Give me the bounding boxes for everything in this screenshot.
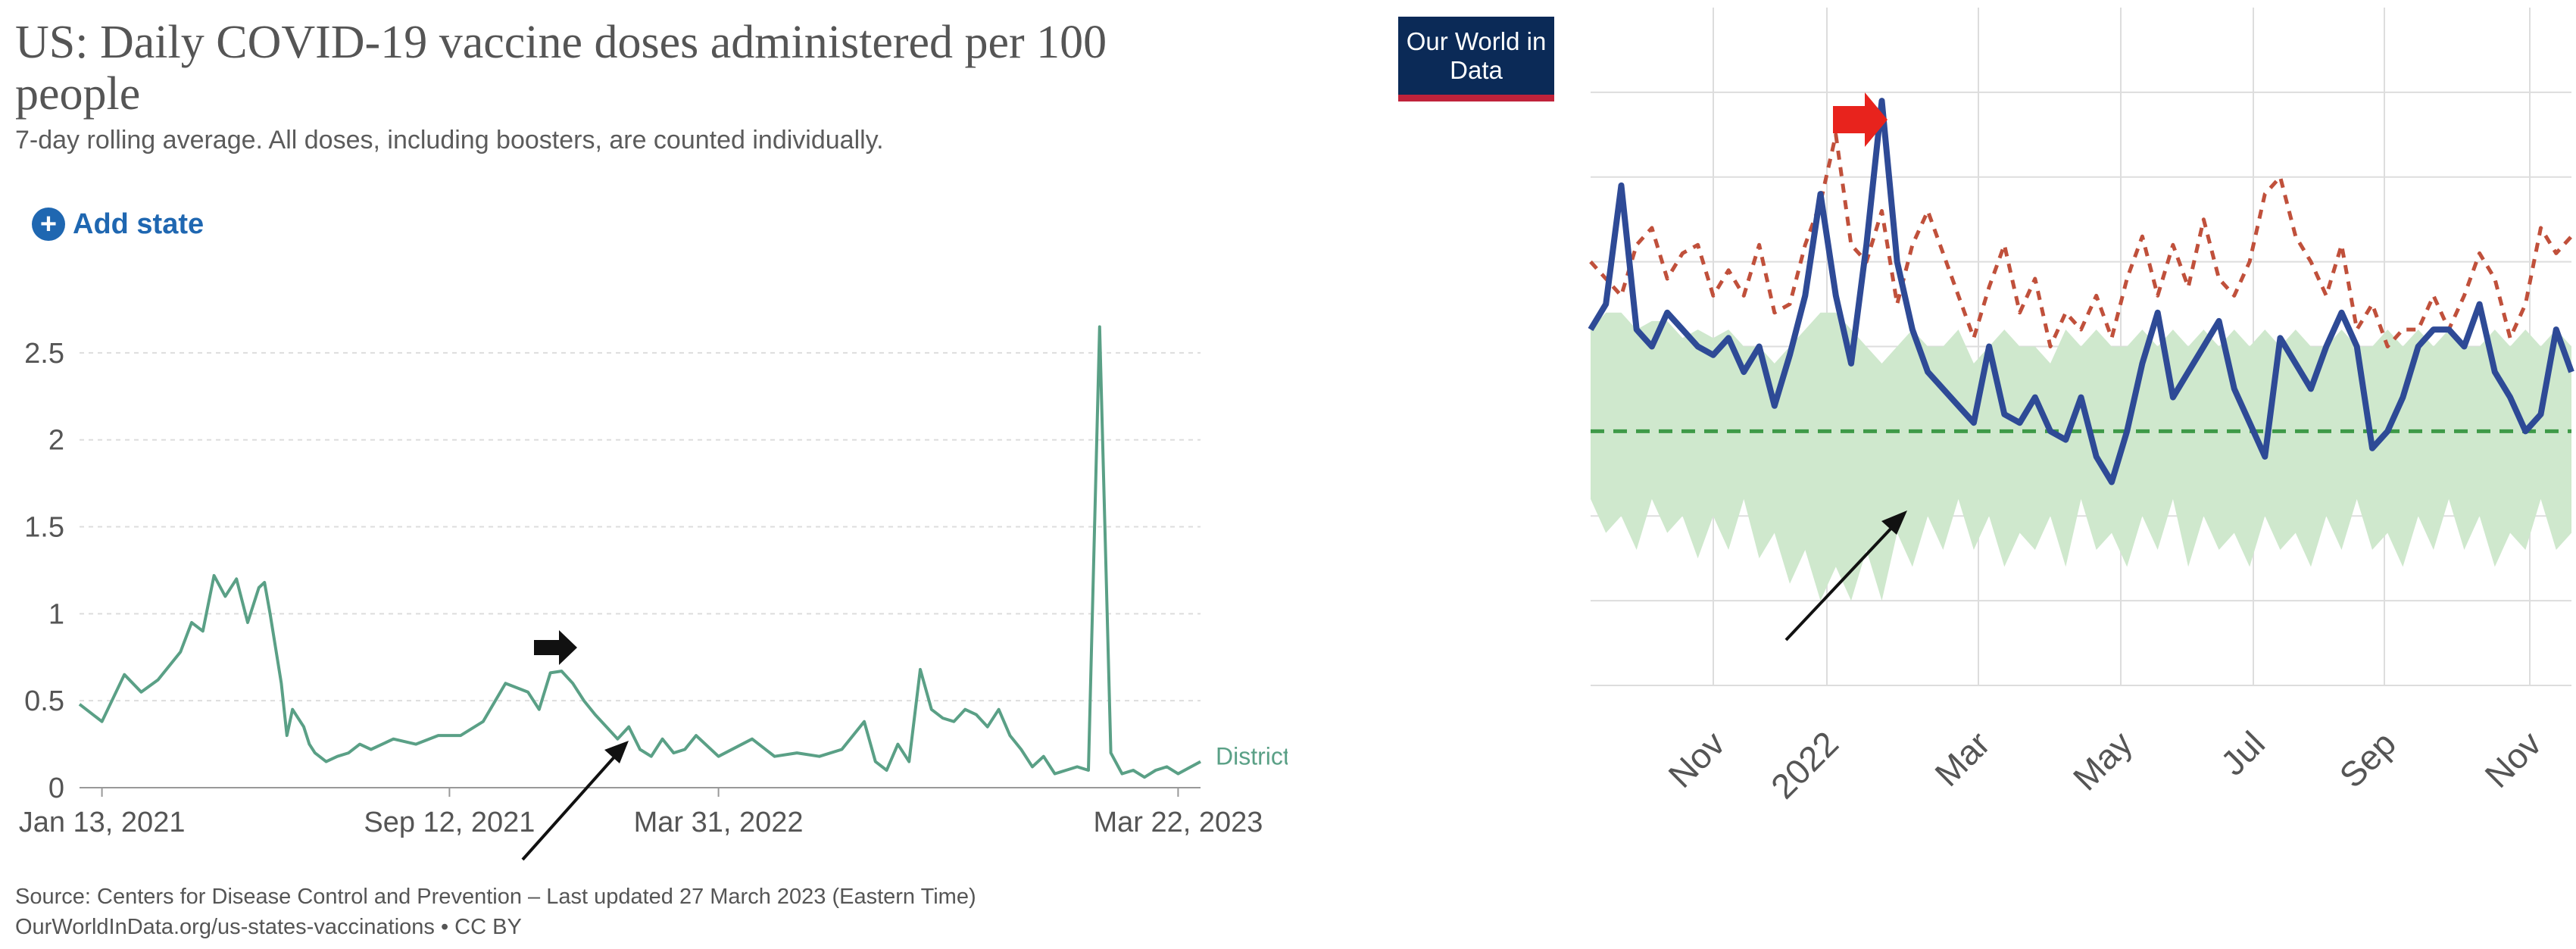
chart-title: US: Daily COVID-19 vaccine doses adminis… <box>15 17 1107 120</box>
x-tick-label: Sep 12, 2021 <box>364 807 535 838</box>
x-tick-label: Mar 22, 2023 <box>1093 807 1263 838</box>
expected-range-band <box>1591 312 2571 601</box>
observed-line <box>1588 98 2574 485</box>
y-tick-label: 0.5 <box>24 685 64 717</box>
x-tick-label: Jul <box>2213 723 2272 782</box>
pointer-arrow-line <box>1784 523 1897 642</box>
left-line-chart: 0 0.5 1 1.5 2 2.5 Jan 13, 2021 Sep 12, 2021 Mar … <box>19 325 1288 861</box>
x-tick-label: Mar 31, 2022 <box>634 807 804 838</box>
source-url[interactable]: OurWorldInData.org/us-states-vaccination… <box>15 915 522 939</box>
x-tick-label: Nov <box>2477 723 2549 795</box>
x-tick-label: May <box>2065 723 2140 798</box>
chart-subtitle: 7-day rolling average. All doses, includ… <box>15 126 884 155</box>
series-label-district-of-columbia: District of Columbia <box>1216 743 1288 770</box>
y-tick-label: 2.5 <box>24 338 64 370</box>
series-line-district-of-columbia <box>78 325 1201 779</box>
add-state-button[interactable]: + Add state <box>32 208 204 241</box>
x-tick-label: 2022 <box>1763 723 1846 806</box>
pointer-arrow-head <box>604 741 629 763</box>
source-text: Source: Centers for Disease Control and … <box>15 885 976 909</box>
forecast-dotted-line <box>1589 133 2573 348</box>
right-arrow-annotation <box>534 630 577 665</box>
y-tick-label: 0 <box>48 773 64 804</box>
x-tick-label: Jan 13, 2021 <box>19 807 186 838</box>
x-tick-label: Sep <box>2331 723 2403 795</box>
owid-logo[interactable]: Our World in Data <box>1398 17 1554 101</box>
y-tick-label: 1 <box>48 598 64 630</box>
x-tick-label: Nov <box>1660 723 1732 795</box>
plus-circle-icon: + <box>32 208 65 241</box>
y-tick-label: 1.5 <box>24 512 64 544</box>
add-state-label: Add state <box>73 208 205 240</box>
x-tick-label: Mar <box>1927 723 1997 794</box>
pointer-arrow-head <box>1881 510 1907 535</box>
y-tick-label: 2 <box>48 425 64 457</box>
pointer-arrow-line <box>521 752 619 861</box>
red-right-arrow-annotation <box>1833 92 1888 147</box>
